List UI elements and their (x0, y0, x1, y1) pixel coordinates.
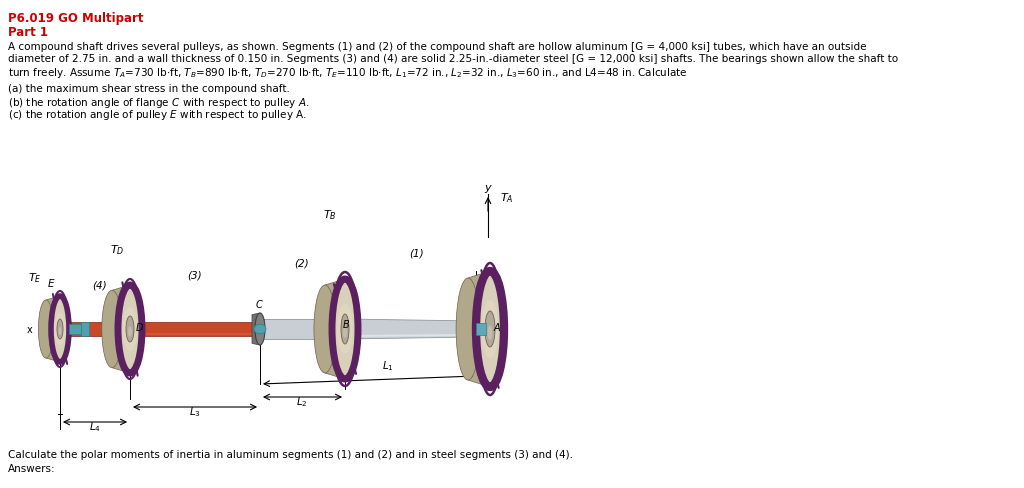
Text: E: E (48, 279, 54, 288)
Ellipse shape (57, 319, 63, 339)
Ellipse shape (314, 285, 336, 373)
Ellipse shape (38, 300, 53, 358)
Ellipse shape (255, 313, 265, 346)
Ellipse shape (341, 314, 349, 345)
Ellipse shape (58, 327, 61, 335)
Polygon shape (260, 319, 345, 339)
Text: (3): (3) (187, 269, 203, 280)
Polygon shape (112, 285, 130, 373)
Bar (81, 323, 89, 336)
Polygon shape (345, 334, 476, 337)
Text: Part 1: Part 1 (8, 26, 48, 39)
Text: (1): (1) (410, 248, 424, 259)
Polygon shape (468, 271, 490, 387)
Polygon shape (69, 323, 130, 336)
Polygon shape (252, 313, 260, 346)
Text: Calculate the polar moments of inertia in aluminum segments (1) and (2) and in s: Calculate the polar moments of inertia i… (8, 449, 573, 459)
Text: C: C (256, 299, 263, 309)
Text: diameter of 2.75 in. and a wall thickness of 0.150 in. Segments (3) and (4) are : diameter of 2.75 in. and a wall thicknes… (8, 54, 898, 64)
Ellipse shape (476, 271, 504, 387)
Ellipse shape (101, 291, 122, 368)
Ellipse shape (343, 326, 347, 338)
Ellipse shape (54, 313, 66, 346)
Text: $L_4$: $L_4$ (89, 419, 101, 433)
Text: $T_D$: $T_D$ (110, 243, 124, 257)
Text: A: A (494, 323, 501, 332)
Text: $T_B$: $T_B$ (323, 208, 337, 222)
Text: D: D (136, 323, 143, 332)
Text: (a) the maximum shear stress in the compound shaft.: (a) the maximum shear stress in the comp… (8, 84, 290, 94)
Text: $L_2$: $L_2$ (296, 394, 308, 408)
Ellipse shape (118, 285, 142, 373)
Text: x: x (27, 325, 32, 334)
Text: $T_E$: $T_E$ (28, 271, 42, 285)
Polygon shape (325, 280, 345, 379)
Text: (c) the rotation angle of pulley $E$ with respect to pulley A.: (c) the rotation angle of pulley $E$ wit… (8, 108, 307, 122)
Text: $L_3$: $L_3$ (189, 404, 201, 418)
Text: (b) the rotation angle of flange $C$ with respect to pulley $A$.: (b) the rotation angle of flange $C$ wit… (8, 96, 309, 110)
Polygon shape (46, 296, 60, 362)
Ellipse shape (123, 307, 137, 351)
Bar (476, 324, 486, 335)
Text: P6.019 GO Multipart: P6.019 GO Multipart (8, 12, 143, 25)
Text: $L_1$: $L_1$ (382, 358, 394, 372)
Text: y: y (484, 183, 492, 193)
Text: Answers:: Answers: (8, 463, 55, 473)
Ellipse shape (332, 280, 358, 379)
Text: (2): (2) (295, 259, 309, 268)
Ellipse shape (481, 301, 499, 358)
Text: turn freely. Assume $T_A$=730 lb$\cdot$ft, $T_B$=890 lb$\cdot$ft, $T_D$=270 lb$\: turn freely. Assume $T_A$=730 lb$\cdot$f… (8, 66, 688, 80)
Ellipse shape (456, 278, 480, 380)
Ellipse shape (128, 327, 132, 337)
Ellipse shape (337, 305, 353, 354)
Polygon shape (141, 323, 260, 336)
Polygon shape (141, 333, 260, 335)
Text: (4): (4) (93, 280, 108, 289)
Ellipse shape (485, 311, 495, 347)
Ellipse shape (254, 325, 266, 334)
Ellipse shape (487, 325, 493, 340)
Polygon shape (345, 319, 476, 339)
Text: B: B (343, 319, 350, 329)
Bar (69, 325, 81, 334)
Text: $T_A$: $T_A$ (500, 191, 514, 204)
Ellipse shape (126, 316, 134, 342)
Text: A compound shaft drives several pulleys, as shown. Segments (1) and (2) of the c: A compound shaft drives several pulleys,… (8, 42, 866, 52)
Ellipse shape (51, 296, 69, 362)
